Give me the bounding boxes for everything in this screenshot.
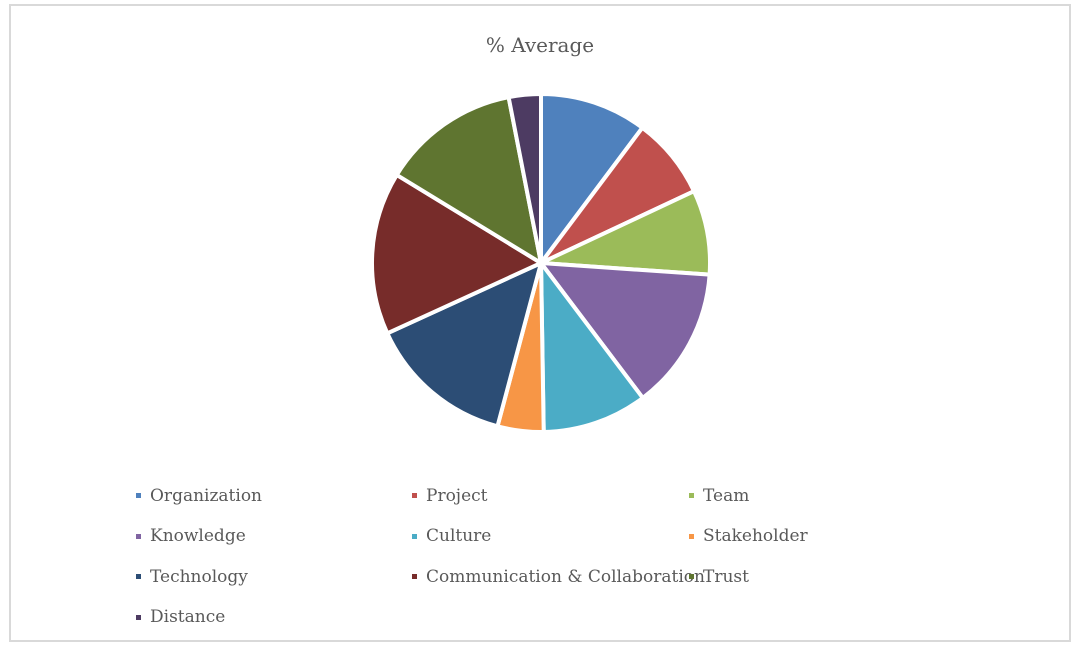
legend-swatch	[136, 614, 141, 620]
pie-slice-knowledge	[539, 261, 712, 400]
legend-item-stakeholder: Stakeholder	[689, 523, 939, 550]
legend-swatch	[689, 493, 694, 498]
legend-swatch	[412, 533, 417, 539]
pie-slice-communication-collaboration	[370, 172, 543, 336]
legend-item-distance: Distance	[136, 604, 412, 631]
legend-item-project: Project	[412, 482, 689, 509]
legend-item-culture: Culture	[412, 523, 689, 550]
legend-label: Project	[426, 485, 488, 506]
legend-swatch	[412, 574, 417, 579]
legend-swatch	[689, 533, 694, 539]
legend-label: Technology	[150, 566, 248, 587]
pie-slice-technology	[385, 261, 543, 429]
legend-label: Distance	[150, 607, 226, 627]
legend-swatch	[136, 533, 141, 539]
chart-legend: Organization Project Team Knowledge Culture S…	[136, 482, 956, 644]
pie-slice-distance	[506, 92, 543, 265]
pie-slice-culture	[539, 261, 645, 434]
legend-item-communication-collaboration: Communication & Collaboration	[412, 563, 705, 590]
legend-swatch	[136, 493, 141, 498]
legend-item-team: Team	[689, 482, 939, 509]
legend-swatch	[412, 493, 417, 498]
legend-label: Team	[703, 485, 750, 506]
legend-label: Communication & Collaboration	[426, 566, 705, 587]
legend-item-technology: Technology	[136, 563, 412, 590]
legend-label: Organization	[150, 485, 263, 506]
legend-item-knowledge: Knowledge	[136, 523, 412, 550]
legend-label: Culture	[426, 526, 492, 546]
legend-swatch	[689, 574, 694, 579]
legend-label: Trust	[703, 566, 749, 587]
legend-item-trust: Trust	[689, 563, 939, 590]
pie-slice-trust	[394, 95, 543, 265]
legend-item-organization: Organization	[136, 482, 412, 509]
chart-title: % Average	[485, 33, 595, 57]
pie-slice-organization	[539, 92, 645, 265]
legend-label: Stakeholder	[703, 526, 808, 546]
legend-label: Knowledge	[150, 526, 246, 546]
legend-swatch	[136, 574, 141, 579]
